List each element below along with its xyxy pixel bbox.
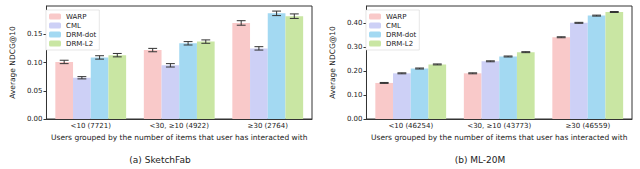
svg-text:DRM-dot: DRM-dot [66, 31, 97, 39]
svg-text:<30, ≥10 (43773): <30, ≥10 (43773) [467, 122, 531, 130]
svg-text:0.30: 0.30 [347, 43, 363, 51]
svg-text:0.15: 0.15 [27, 30, 43, 38]
svg-text:Users grouped by the number of: Users grouped by the number of items tha… [371, 133, 628, 142]
svg-text:0.20: 0.20 [347, 67, 363, 75]
svg-text:DRM-L2: DRM-L2 [386, 40, 413, 48]
svg-text:0.10: 0.10 [347, 91, 363, 99]
svg-text:0.00: 0.00 [347, 115, 363, 123]
svg-text:WARP: WARP [66, 13, 86, 21]
svg-text:0.00: 0.00 [27, 115, 43, 123]
svg-text:DRM-dot: DRM-dot [386, 31, 417, 39]
svg-text:(a) SketchFab: (a) SketchFab [129, 155, 191, 165]
svg-text:Average NDCG@10: Average NDCG@10 [8, 26, 17, 99]
svg-text:Average NDCG@10: Average NDCG@10 [328, 26, 337, 99]
svg-text:≥30 (2764): ≥30 (2764) [248, 122, 289, 130]
svg-text:CML: CML [66, 22, 81, 30]
svg-text:0.40: 0.40 [347, 19, 363, 27]
svg-text:DRM-L2: DRM-L2 [66, 40, 93, 48]
svg-text:<10 (7721): <10 (7721) [71, 122, 112, 130]
svg-text:CML: CML [386, 22, 401, 30]
svg-text:<10 (46254): <10 (46254) [388, 122, 433, 130]
svg-text:(b) ML-20M: (b) ML-20M [455, 155, 506, 165]
svg-text:WARP: WARP [386, 13, 406, 21]
svg-text:0.10: 0.10 [27, 59, 43, 67]
svg-text:Users grouped by the number of: Users grouped by the number of items tha… [51, 133, 308, 142]
svg-text:0.05: 0.05 [27, 87, 43, 95]
svg-text:<30, ≥10 (4922): <30, ≥10 (4922) [149, 122, 209, 130]
svg-text:≥30 (46559): ≥30 (46559) [565, 122, 610, 130]
